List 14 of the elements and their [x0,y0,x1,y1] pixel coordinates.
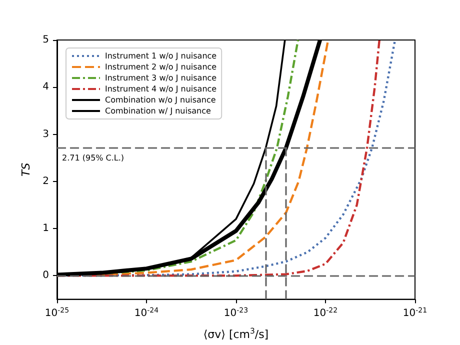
legend-label: Instrument 1 w/o J nuisance [105,52,217,60]
y-axis-title: TS [20,162,33,176]
y-tick-label: 5 [42,34,49,46]
legend-label: Combination w/ J nuisance [105,106,211,116]
legend-label: Instrument 4 w/o J nuisance [105,84,217,94]
y-tick-label: 2 [42,176,49,187]
ref-line-label: 2.71 (95% C.L.) [62,153,124,162]
legend-label: Instrument 2 w/o J nuisance [105,62,217,72]
legend-label: Combination w/o J nuisance [105,96,216,104]
y-tick-label: 3 [42,128,49,140]
y-tick-label: 1 [42,223,49,234]
y-tick-label: 4 [42,82,49,93]
legend-label: Instrument 3 w/o J nuisance [105,74,217,82]
y-tick-label: 0 [42,270,49,282]
